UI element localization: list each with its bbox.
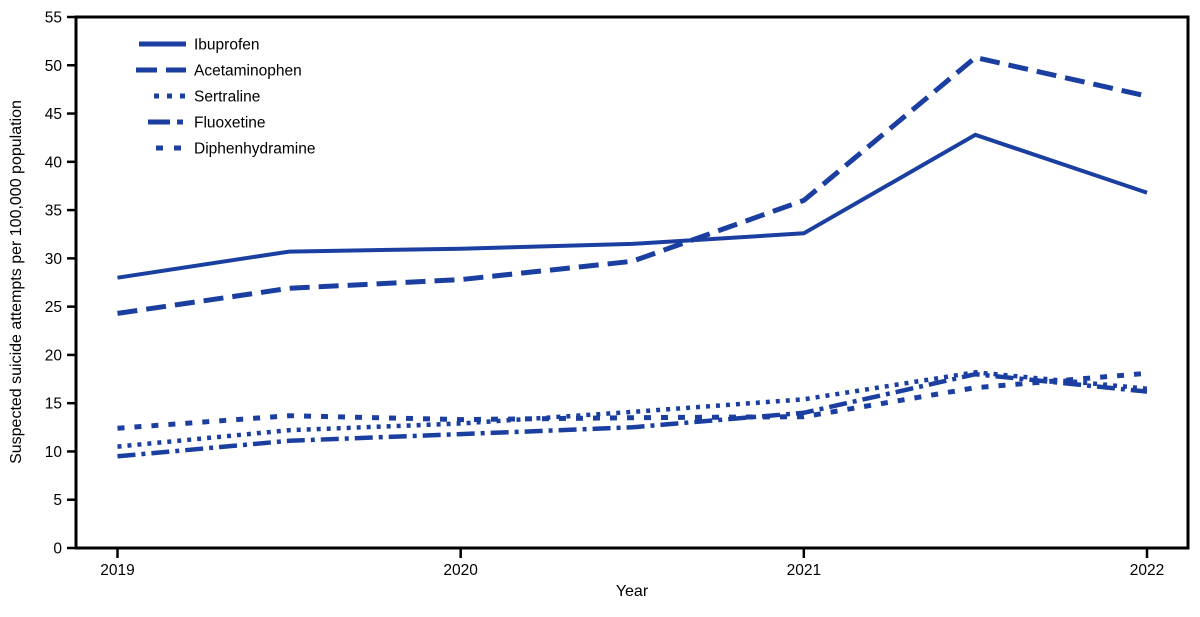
legend-label: Fluoxetine <box>194 115 266 132</box>
y-tick-label: 50 <box>45 58 63 75</box>
legend-item-fluoxetine: Fluoxetine <box>148 115 266 132</box>
y-tick-label: 40 <box>45 154 63 171</box>
y-tick-label: 0 <box>53 541 62 558</box>
plot-frame <box>74 15 1190 550</box>
x-tick-label: 2020 <box>443 562 478 579</box>
y-tick-label: 45 <box>45 106 62 123</box>
legend-item-ibuprofen: Ibuprofen <box>139 37 260 54</box>
axis-ticks: 0 5 10 15 20 25 30 35 40 45 50 55 2019 2020 2021 2022 <box>45 10 1164 580</box>
legend-label: Acetaminophen <box>194 63 302 80</box>
series-lines <box>117 54 1148 459</box>
y-tick-label: 30 <box>45 251 63 268</box>
y-tick-label: 5 <box>53 492 62 509</box>
y-tick-label: 10 <box>45 444 63 461</box>
legend-label: Diphenhydramine <box>194 141 316 158</box>
y-tick-label: 55 <box>45 10 62 27</box>
legend-label: Sertraline <box>194 89 260 106</box>
series-line-fluoxetine <box>117 371 1148 459</box>
series-line-sertraline <box>117 370 1148 449</box>
series-line-diphenhydramine <box>117 370 1148 431</box>
x-tick-label: 2022 <box>1130 562 1164 579</box>
legend-item-diphenhydramine: Diphenhydramine <box>156 141 316 158</box>
x-tick-label: 2021 <box>787 562 821 579</box>
x-axis-title: Year <box>616 583 649 600</box>
y-tick-label: 15 <box>45 396 62 413</box>
series-line-acetaminophen <box>117 54 1148 316</box>
y-tick-label: 20 <box>45 347 63 364</box>
legend: Ibuprofen Acetaminophen Sertraline Fluoxeti… <box>136 37 316 158</box>
y-axis-title: Suspected suicide attempts per 100,000 p… <box>8 100 25 464</box>
y-tick-label: 35 <box>45 203 62 220</box>
legend-item-acetaminophen: Acetaminophen <box>136 63 302 80</box>
legend-label: Ibuprofen <box>194 37 260 54</box>
x-tick-label: 2019 <box>100 562 134 579</box>
legend-item-sertraline: Sertraline <box>154 89 260 106</box>
plot-border <box>74 15 1190 550</box>
y-tick-label: 25 <box>45 299 62 316</box>
series-line-ibuprofen <box>117 132 1148 280</box>
